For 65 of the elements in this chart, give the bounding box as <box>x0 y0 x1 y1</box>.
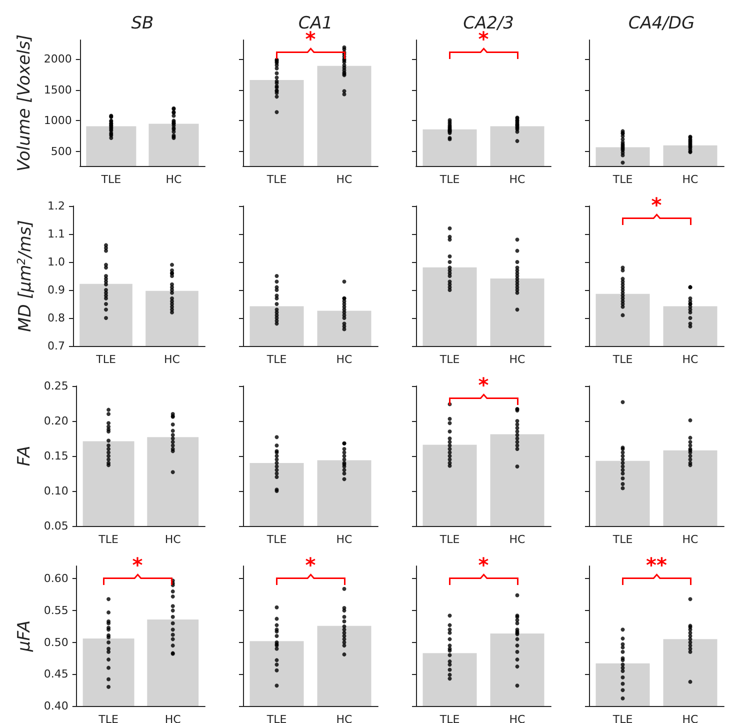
x-tick-label: HC <box>682 533 699 546</box>
y-tick-label: 1.2 <box>48 200 65 212</box>
x-tick-label: HC <box>509 713 526 723</box>
y-axis-title: Volume [Voxels] <box>14 34 34 172</box>
x-tick-label: HC <box>164 713 182 723</box>
x-tick-label: TLE <box>266 713 287 723</box>
y-tick-label: 0.9 <box>48 284 65 296</box>
x-tick-label: HC <box>682 173 699 186</box>
x-tick-label: HC <box>336 353 353 366</box>
y-tick-label: 2000 <box>44 52 72 66</box>
x-tick-label: TLE <box>438 353 460 366</box>
y-tick-label: 0.40 <box>44 700 68 712</box>
y-tick-label: 0.60 <box>44 572 68 586</box>
y-tick-label: 0.05 <box>44 520 68 532</box>
annotation: * <box>478 27 489 51</box>
x-tick-label: HC <box>336 173 353 186</box>
x-tick-label: TLE <box>612 173 633 186</box>
annotation: * <box>477 373 490 397</box>
y-tick-label: 0.7 <box>48 340 65 352</box>
y-axis-title: FA <box>14 446 34 466</box>
annotation: * <box>650 193 663 217</box>
annotation: ** <box>645 553 668 577</box>
y-tick-label: 0.50 <box>44 636 68 649</box>
y-tick-label: 1.0 <box>48 256 65 268</box>
x-tick-label: HC <box>509 173 526 186</box>
y-axis-title: μFA <box>14 620 34 653</box>
x-tick-label: HC <box>682 353 699 366</box>
y-tick-label: 0.8 <box>48 312 65 324</box>
y-tick-label: 0.45 <box>44 668 68 681</box>
y-tick-label: 1000 <box>44 114 72 128</box>
y-tick-label: 1500 <box>44 83 72 96</box>
x-tick-label: HC <box>336 533 353 546</box>
y-tick-label: 500 <box>50 145 72 158</box>
x-tick-label: TLE <box>612 353 633 366</box>
x-tick-label: HC <box>164 533 182 546</box>
x-tick-label: TLE <box>266 353 287 366</box>
annotation: * <box>304 553 317 577</box>
x-tick-label: TLE <box>95 353 116 366</box>
y-tick-label: 0.20 <box>44 414 68 428</box>
x-tick-label: TLE <box>98 713 118 723</box>
x-tick-label: TLE <box>266 173 287 186</box>
x-tick-label: TLE <box>612 713 633 723</box>
x-tick-label: TLE <box>100 173 122 186</box>
y-tick-label: 1.1 <box>48 228 65 240</box>
chart-title: SB <box>131 14 154 34</box>
x-tick-label: HC <box>509 353 526 366</box>
y-tick-label: 0.15 <box>44 450 68 462</box>
x-tick-label: TLE <box>438 173 460 186</box>
x-tick-label: HC <box>164 353 180 366</box>
x-tick-label: HC <box>336 713 353 723</box>
annotation: * <box>477 553 490 577</box>
x-tick-label: TLE <box>266 533 287 546</box>
chart-title: CA4/DG <box>628 14 695 34</box>
x-tick-label: TLE <box>612 533 633 546</box>
x-tick-label: HC <box>166 173 182 186</box>
x-tick-label: TLE <box>98 533 118 546</box>
y-axis-title: MD [μm2/ms] <box>15 220 36 332</box>
x-tick-label: HC <box>509 533 526 546</box>
annotation: * <box>131 553 144 577</box>
x-tick-label: TLE <box>438 713 460 723</box>
x-tick-label: HC <box>682 713 699 723</box>
y-tick-label: 0.10 <box>44 484 68 498</box>
y-tick-label: 0.25 <box>44 380 68 392</box>
y-tick-label: 0.55 <box>44 604 68 618</box>
x-tick-label: TLE <box>438 533 460 546</box>
